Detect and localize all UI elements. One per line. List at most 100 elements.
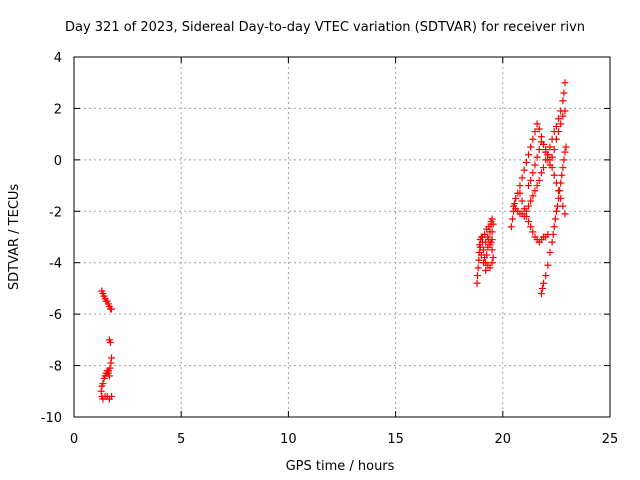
data-point <box>527 143 535 151</box>
data-point <box>535 176 543 184</box>
data-point <box>100 374 108 382</box>
data-point <box>518 174 526 182</box>
data-point <box>546 156 554 164</box>
grid <box>74 57 610 417</box>
data-point <box>476 243 484 251</box>
x-tick-label: 0 <box>70 432 78 447</box>
data-point <box>550 171 558 179</box>
y-tick-label: -10 <box>41 411 62 426</box>
data-point <box>106 338 114 346</box>
data-point <box>484 233 492 241</box>
data-point <box>560 156 568 164</box>
data-point <box>561 210 569 218</box>
data-points <box>97 79 570 403</box>
data-point <box>552 179 560 187</box>
y-tick-label: 2 <box>54 102 62 117</box>
data-point <box>537 169 545 177</box>
y-tick-label: -2 <box>49 205 62 220</box>
data-point <box>561 148 569 156</box>
data-point <box>559 112 567 120</box>
data-point <box>529 135 537 143</box>
data-point <box>548 164 556 172</box>
data-point <box>474 272 482 280</box>
data-point <box>512 194 520 202</box>
data-point <box>557 107 565 115</box>
data-point <box>552 122 560 130</box>
data-point <box>482 266 490 274</box>
data-point <box>527 176 535 184</box>
data-point <box>477 251 485 259</box>
data-point <box>533 153 541 161</box>
data-point <box>486 241 494 249</box>
data-point <box>558 171 566 179</box>
data-point <box>549 230 557 238</box>
data-point <box>529 169 537 177</box>
plot-frame <box>73 56 611 418</box>
data-point <box>474 264 482 272</box>
y-tick-label: -6 <box>49 308 62 323</box>
data-point <box>562 143 570 151</box>
data-point <box>559 202 567 210</box>
data-point <box>535 146 543 154</box>
data-point <box>489 254 497 262</box>
data-point <box>555 115 563 123</box>
data-point <box>537 290 545 298</box>
data-point <box>97 387 105 395</box>
data-point <box>488 228 496 236</box>
data-point <box>546 143 554 151</box>
x-tick-label: 20 <box>495 432 512 447</box>
data-point <box>525 151 533 159</box>
data-point <box>527 223 535 231</box>
data-point <box>525 182 533 190</box>
data-point <box>525 202 533 210</box>
data-point <box>487 218 495 226</box>
data-point <box>551 215 559 223</box>
data-point <box>516 189 524 197</box>
y-tick-label: 0 <box>54 154 62 169</box>
data-point <box>548 238 556 246</box>
data-point <box>544 261 552 269</box>
data-point <box>527 197 535 205</box>
data-point <box>542 146 550 154</box>
data-point <box>552 207 560 215</box>
y-axis-label: SDTVAR / TECUs <box>7 184 22 291</box>
x-tick-label: 15 <box>387 432 404 447</box>
data-point <box>480 259 488 267</box>
data-point <box>488 246 496 254</box>
x-tick-label: 10 <box>280 432 297 447</box>
x-axis-label: GPS time / hours <box>286 459 395 474</box>
data-point <box>108 354 116 362</box>
y-tick-label: -8 <box>49 360 62 375</box>
axis-ticks: 0 5 10 15 20 25 -10 -8 -6 -4 -2 0 2 4 <box>41 51 619 447</box>
data-point <box>488 259 496 267</box>
data-point <box>559 164 567 172</box>
y-tick-label: -4 <box>49 257 62 272</box>
data-point <box>475 256 483 264</box>
chart-title: Day 321 of 2023, Sidereal Day-to-day VTE… <box>65 20 585 35</box>
data-point <box>557 120 565 128</box>
data-point <box>561 79 569 87</box>
data-point <box>520 205 528 213</box>
data-point <box>520 166 528 174</box>
data-point <box>560 89 568 97</box>
data-point <box>540 164 548 172</box>
data-point <box>508 215 516 223</box>
data-point <box>522 158 530 166</box>
data-point <box>557 194 565 202</box>
data-point <box>518 197 526 205</box>
data-point <box>105 372 113 380</box>
x-tick-label: 25 <box>602 432 619 447</box>
data-point <box>485 223 493 231</box>
x-tick-label: 5 <box>177 432 185 447</box>
data-point <box>522 212 530 220</box>
data-point <box>550 146 558 154</box>
data-point <box>516 182 524 190</box>
data-point <box>550 223 558 231</box>
data-point <box>108 392 116 400</box>
data-point <box>535 125 543 133</box>
data-point <box>531 187 539 195</box>
data-point <box>533 182 541 190</box>
data-point <box>98 382 106 390</box>
data-point <box>559 97 567 105</box>
